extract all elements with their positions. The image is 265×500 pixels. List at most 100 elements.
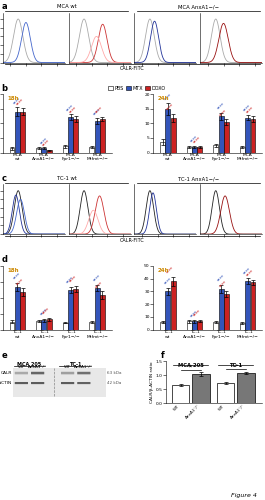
- Text: ****: ****: [95, 280, 104, 289]
- Text: MCA 205: MCA 205: [17, 362, 42, 367]
- FancyBboxPatch shape: [31, 372, 44, 374]
- Bar: [68, 117, 73, 152]
- FancyBboxPatch shape: [61, 372, 74, 374]
- Bar: [36, 321, 41, 330]
- Bar: [171, 118, 176, 152]
- Bar: [197, 147, 202, 152]
- Bar: [251, 119, 255, 152]
- Text: ****: ****: [15, 97, 25, 106]
- Text: AnxA1⁻/⁻: AnxA1⁻/⁻: [28, 365, 47, 369]
- Text: ****: ****: [190, 309, 199, 318]
- Bar: [160, 322, 165, 330]
- Text: CALR-FITC: CALR-FITC: [120, 66, 145, 71]
- Bar: [165, 109, 170, 152]
- Bar: [217, 383, 234, 403]
- Text: ****: ****: [66, 276, 75, 284]
- Bar: [240, 147, 245, 152]
- Bar: [187, 322, 192, 330]
- Text: ****: ****: [39, 308, 48, 316]
- Text: ****: ****: [217, 274, 226, 283]
- Text: ****: ****: [39, 136, 48, 145]
- Text: ****: ****: [13, 272, 22, 280]
- Bar: [192, 322, 197, 330]
- Text: ****: ****: [13, 96, 22, 106]
- Bar: [20, 112, 25, 152]
- Text: TC-1 wt: TC-1 wt: [57, 176, 77, 181]
- Text: ****: ****: [95, 106, 104, 115]
- Text: WT: WT: [18, 365, 25, 369]
- Bar: [213, 322, 218, 330]
- FancyBboxPatch shape: [61, 382, 74, 384]
- Bar: [47, 150, 52, 152]
- Text: ****: ****: [69, 105, 78, 115]
- Text: WT: WT: [64, 365, 71, 369]
- Text: 24h: 24h: [158, 96, 169, 102]
- Bar: [13, 368, 106, 397]
- Text: 18h: 18h: [7, 96, 19, 102]
- Bar: [100, 119, 105, 152]
- Bar: [165, 292, 170, 330]
- Bar: [10, 322, 14, 330]
- Bar: [251, 282, 255, 330]
- Bar: [197, 321, 202, 330]
- Bar: [187, 147, 192, 152]
- Text: MCA wt: MCA wt: [57, 4, 77, 10]
- Text: **: **: [188, 364, 193, 370]
- Text: a: a: [1, 2, 7, 11]
- Bar: [95, 288, 100, 330]
- Text: ****: ****: [217, 102, 226, 111]
- Text: ****: ****: [193, 135, 202, 144]
- Bar: [63, 146, 68, 152]
- Bar: [95, 121, 100, 152]
- FancyBboxPatch shape: [15, 372, 28, 374]
- Bar: [15, 286, 20, 330]
- Bar: [245, 118, 250, 152]
- Text: ****: ****: [166, 266, 175, 275]
- Bar: [41, 148, 46, 152]
- Text: ****: ****: [246, 269, 255, 278]
- Text: Figure 4: Figure 4: [231, 492, 257, 498]
- Legend: PBS, MTX, DOXO: PBS, MTX, DOXO: [106, 84, 168, 92]
- Text: ****: ****: [163, 276, 173, 285]
- Text: TC-1: TC-1: [229, 363, 242, 368]
- Bar: [192, 146, 197, 152]
- Text: MCA 205: MCA 205: [178, 363, 204, 368]
- Bar: [73, 119, 78, 152]
- Bar: [47, 320, 52, 330]
- Text: ****: ****: [166, 103, 175, 112]
- Y-axis label: CALR/β-ACTIN ratio: CALR/β-ACTIN ratio: [151, 362, 154, 403]
- Bar: [245, 281, 250, 330]
- Bar: [172, 385, 189, 403]
- Text: 24h: 24h: [158, 268, 169, 274]
- Bar: [240, 322, 245, 330]
- Text: ****: ****: [243, 267, 252, 276]
- Text: 63 kDa: 63 kDa: [107, 371, 121, 375]
- Text: ****: ****: [163, 92, 173, 101]
- Bar: [41, 320, 46, 330]
- Bar: [160, 142, 165, 152]
- Text: ****: ****: [190, 134, 199, 144]
- Bar: [100, 296, 105, 330]
- Text: TC-1: TC-1: [69, 362, 82, 367]
- Text: CALR-FITC: CALR-FITC: [120, 238, 145, 243]
- Text: ****: ****: [243, 104, 252, 113]
- Bar: [20, 292, 25, 330]
- FancyBboxPatch shape: [31, 382, 44, 384]
- Text: 42 kDa: 42 kDa: [107, 381, 121, 385]
- Bar: [73, 289, 78, 330]
- Text: ****: ****: [219, 108, 228, 117]
- Text: ****: ****: [193, 308, 202, 318]
- Bar: [10, 148, 14, 152]
- Bar: [219, 289, 224, 330]
- Text: c: c: [1, 174, 6, 182]
- Bar: [213, 145, 218, 152]
- Bar: [224, 122, 229, 152]
- Text: ****: ****: [219, 280, 228, 289]
- Text: TC-1 AnxA1−/−: TC-1 AnxA1−/−: [178, 176, 219, 181]
- Text: f: f: [161, 351, 165, 360]
- Bar: [237, 373, 255, 403]
- Bar: [224, 294, 229, 330]
- Bar: [36, 148, 41, 152]
- Text: CALR: CALR: [1, 371, 12, 375]
- Bar: [192, 374, 210, 403]
